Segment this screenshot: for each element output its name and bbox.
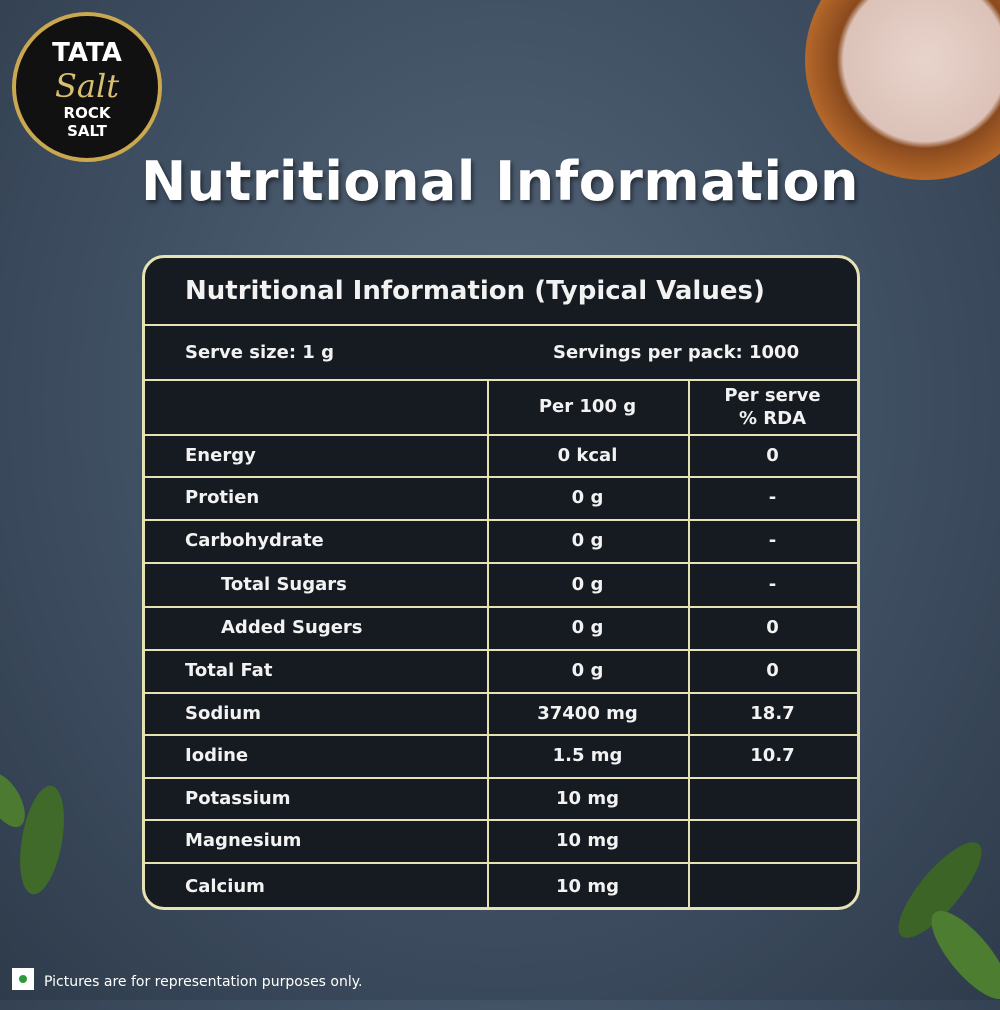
row-divider: [145, 476, 857, 478]
row-divider: [145, 434, 857, 436]
logo-variant: ROCK: [63, 104, 111, 122]
nutrient-name: Sodium: [185, 702, 261, 724]
per-100g-value: 0 g: [571, 617, 604, 638]
footer-note: Pictures are for representation purposes…: [44, 974, 363, 990]
row-divider: [145, 777, 857, 779]
per-100g-value: 37400 mg: [537, 702, 638, 724]
per-100g-value: 0 g: [571, 530, 604, 551]
rda-value: -: [768, 573, 777, 595]
logo-product: Salt: [54, 67, 120, 105]
nutrient-name: Calcium: [185, 875, 265, 897]
leaf: [919, 900, 1000, 1010]
nutrient-name: Added Sugers: [221, 617, 363, 638]
col-divider: [688, 379, 690, 907]
nutrient-name: Potassium: [185, 787, 291, 809]
per-100g-value: 0 kcal: [557, 444, 618, 466]
nutrient-name: Total Fat: [185, 660, 273, 681]
rda-value: 0: [766, 660, 779, 681]
rda-value: -: [768, 487, 777, 508]
servings-per-pack: Servings per pack: 1000: [553, 342, 800, 363]
nutrient-name: Protien: [185, 487, 260, 508]
rda-value: 18.7: [750, 702, 795, 724]
serve-size: Serve size: 1 g: [185, 342, 334, 363]
per-100g-value: 0 g: [571, 660, 604, 681]
row-divider: [145, 606, 857, 608]
logo-variant: SALT: [67, 122, 107, 140]
per-100g-value: 10 mg: [556, 875, 619, 897]
rda-value: 10.7: [750, 745, 795, 766]
row-divider: [145, 649, 857, 651]
title: Nutritional Information: [140, 150, 860, 213]
row-divider: [145, 562, 857, 564]
row-divider: [145, 819, 857, 821]
nutrient-name: Carbohydrate: [185, 530, 324, 551]
rda-value: 0: [766, 444, 779, 466]
per-100g-value: 0 g: [571, 487, 604, 508]
row-divider: [145, 519, 857, 521]
per-100g-value: 0 g: [571, 573, 604, 595]
row-divider: [145, 862, 857, 864]
col-divider: [487, 379, 489, 907]
rda-value: 0: [766, 617, 779, 638]
col-header-line: % RDA: [738, 407, 807, 429]
rda-value: -: [768, 530, 777, 551]
col-header: Per 100 g: [538, 396, 637, 417]
row-divider: [145, 734, 857, 736]
row-divider: [145, 379, 857, 381]
nutrition-table: Nutritional Information (Typical Values)…: [142, 255, 860, 910]
nutrient-name: Magnesium: [185, 830, 302, 851]
per-100g-value: 1.5 mg: [552, 745, 623, 766]
col-header: Per serve% RDA: [688, 379, 857, 434]
table-title: Nutritional Information (Typical Values): [185, 276, 765, 306]
logo-brand: TATA: [52, 38, 122, 68]
row-divider: [145, 692, 857, 694]
nutrient-name: Iodine: [185, 745, 249, 766]
nutrient-name: Total Sugars: [221, 573, 347, 595]
nutrient-name: Energy: [185, 444, 256, 466]
row-divider: [145, 324, 857, 326]
veg-icon: [12, 968, 34, 990]
per-100g-value: 10 mg: [556, 830, 619, 851]
col-header-line: Per serve: [724, 384, 821, 406]
per-100g-value: 10 mg: [556, 787, 619, 809]
logo: TATA Salt ROCK SALT: [12, 12, 162, 162]
